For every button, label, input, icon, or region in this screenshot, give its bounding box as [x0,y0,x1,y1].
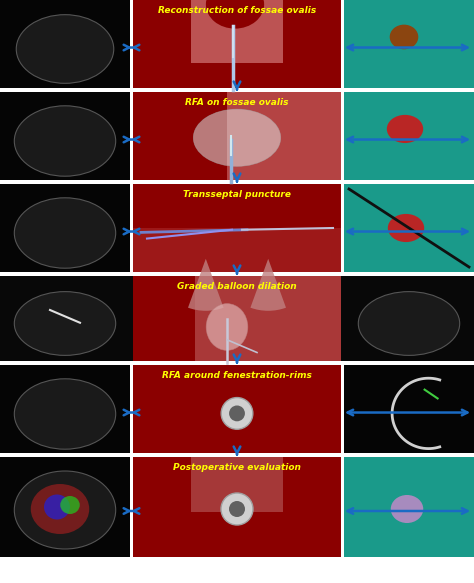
Bar [191,0,283,64]
Circle shape [229,501,245,517]
Circle shape [221,493,253,525]
Text: RFA on fossae ovalis: RFA on fossae ovalis [185,98,289,107]
Bar [0,276,474,361]
Text: Transseptal puncture: Transseptal puncture [183,190,291,199]
Ellipse shape [206,0,264,29]
Ellipse shape [364,471,455,553]
Ellipse shape [358,292,460,356]
Bar [344,92,474,180]
Bar [133,184,341,272]
Bar [0,457,130,557]
Bar [191,457,283,512]
Ellipse shape [44,494,70,519]
Text: RFA around fenestration-rims: RFA around fenestration-rims [162,371,312,380]
Ellipse shape [14,198,116,268]
Bar [344,365,474,453]
Ellipse shape [388,214,424,242]
Ellipse shape [14,292,116,356]
Bar [195,276,341,361]
Bar [133,457,341,557]
Bar [133,0,341,88]
Wedge shape [188,259,224,311]
Text: Postoperative evaluation: Postoperative evaluation [173,463,301,472]
Bar [133,92,341,180]
Bar [0,365,130,453]
Bar [0,0,130,88]
Circle shape [229,406,245,422]
Ellipse shape [14,106,116,176]
Bar [227,92,341,180]
Ellipse shape [364,11,455,86]
Ellipse shape [391,495,423,523]
Bar [344,457,474,557]
Ellipse shape [193,109,281,166]
Ellipse shape [364,103,455,178]
Bar [0,92,130,180]
Text: Reconstruction of fossae ovalis: Reconstruction of fossae ovalis [158,6,316,15]
Ellipse shape [364,195,455,270]
Ellipse shape [14,471,116,549]
Bar [0,184,130,272]
Ellipse shape [390,24,418,50]
Ellipse shape [60,496,80,514]
Ellipse shape [206,304,248,350]
Ellipse shape [387,115,423,143]
Circle shape [221,398,253,429]
Bar [133,276,341,361]
Bar [344,0,474,88]
Bar [344,184,474,272]
Text: Graded balloon dilation: Graded balloon dilation [177,282,297,291]
Bar [133,228,341,272]
Bar [191,0,283,64]
Ellipse shape [16,15,114,83]
Ellipse shape [14,379,116,449]
Ellipse shape [31,484,89,534]
Wedge shape [250,259,286,311]
Bar [133,365,341,453]
